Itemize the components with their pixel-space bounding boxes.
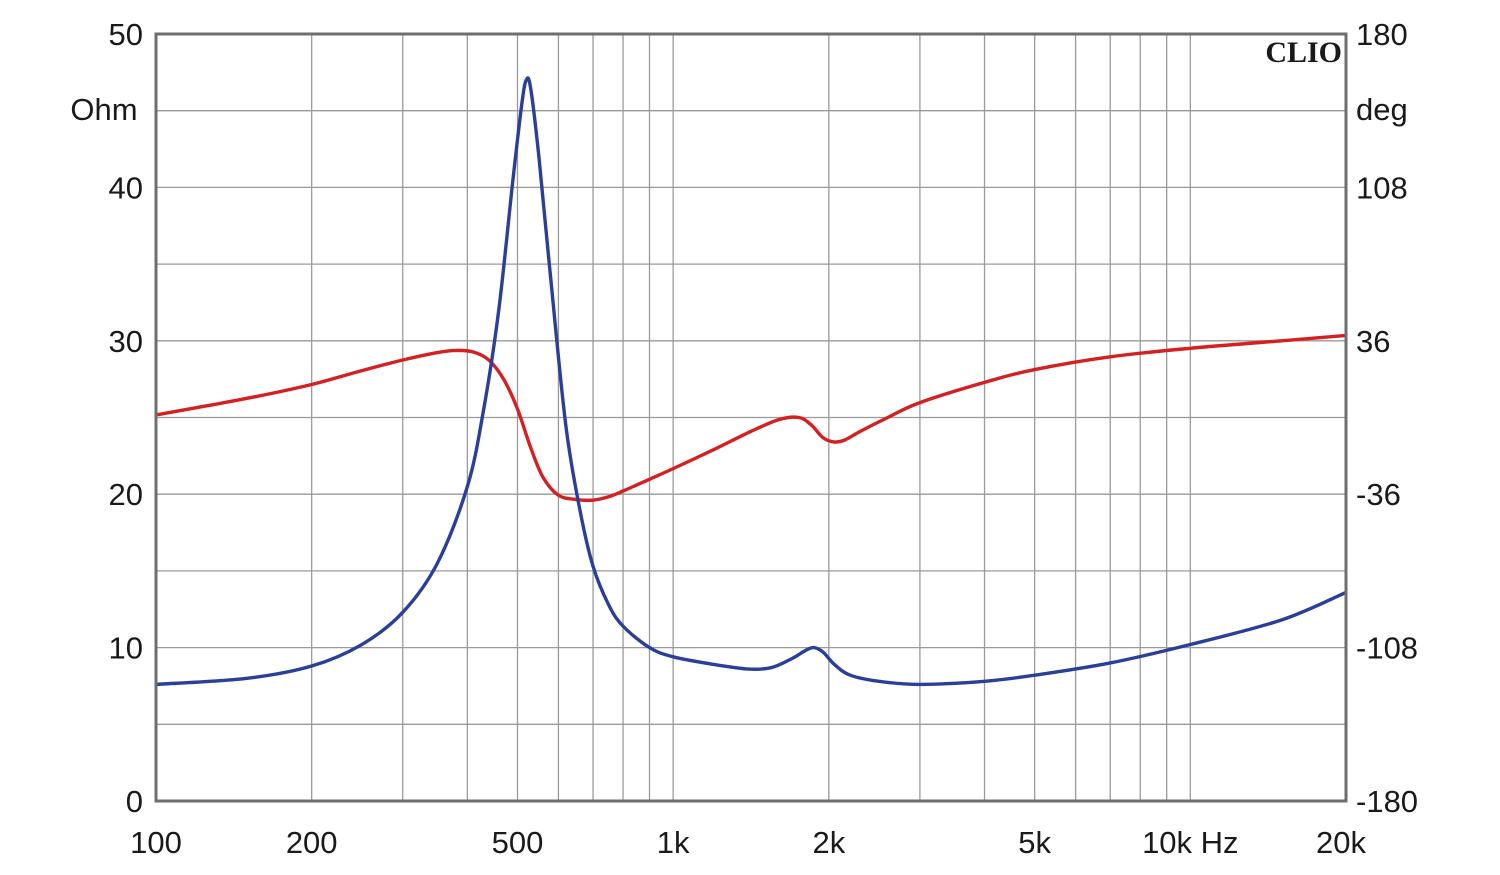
right-axis-unit: deg — [1356, 92, 1408, 127]
impedance-curve — [155, 76, 1347, 687]
y-left-tick-label: 30 — [109, 324, 143, 359]
y-left-tick-label: 10 — [109, 631, 143, 666]
x-tick-label: 200 — [286, 825, 338, 860]
y-right-tick-label: 108 — [1356, 170, 1408, 205]
grid — [156, 34, 1346, 801]
y-left-tick-label: 0 — [126, 784, 143, 819]
y-right-tick-label: 180 — [1356, 17, 1408, 52]
tick-labels: 100 200 500 1k 2k 5k 10k Hz 20k 0 10 20 30 40 50 -180 -… — [109, 17, 1419, 860]
y-right-tick-label: -36 — [1356, 477, 1401, 512]
y-right-tick-label: 36 — [1356, 324, 1390, 359]
x-tick-label: 2k — [812, 825, 845, 860]
y-left-tick-label: 40 — [109, 170, 143, 205]
x-tick-label: 20k — [1316, 825, 1366, 860]
plot-frame — [154, 32, 1348, 803]
y-right-tick-label: -180 — [1356, 784, 1418, 819]
series-group — [155, 76, 1347, 687]
y-right-tick-label: -108 — [1356, 631, 1418, 666]
clio-brand-label: CLIO — [1265, 36, 1342, 69]
x-tick-label: 5k — [1018, 825, 1051, 860]
y-left-tick-label: 20 — [109, 477, 143, 512]
x-tick-label: 500 — [492, 825, 544, 860]
x-tick-label: 10k Hz — [1142, 825, 1238, 860]
x-tick-label: 100 — [130, 825, 182, 860]
y-left-tick-label: 50 — [109, 17, 143, 52]
phase-curve — [155, 333, 1347, 503]
x-tick-label: 1k — [657, 825, 690, 860]
left-axis-unit: Ohm — [70, 92, 137, 127]
